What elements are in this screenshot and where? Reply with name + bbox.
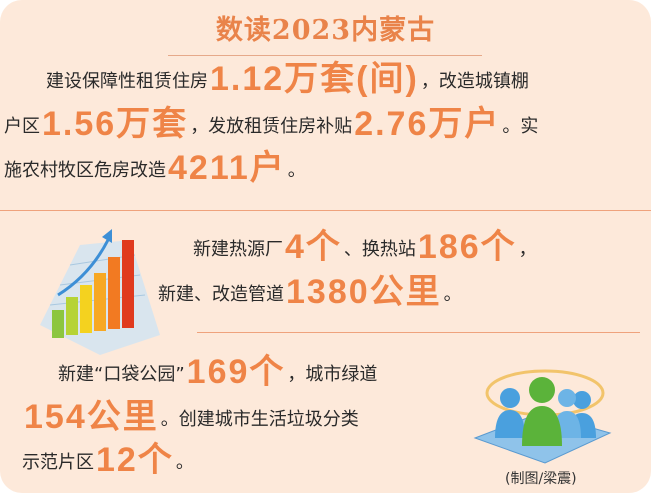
body-text: 新建热源厂 <box>193 239 283 260</box>
credit-text: (制图/梁震) <box>505 471 577 487</box>
highlight-number: 12个 <box>96 441 174 479</box>
body-text: ，发放租赁住房补贴 <box>190 116 353 137</box>
body-text: 。 <box>443 284 462 305</box>
people-group-icon <box>473 369 612 464</box>
highlight-number: 4个 <box>285 228 342 266</box>
highlight-number: 154公里 <box>24 398 159 436</box>
highlight-number: 186个 <box>417 228 517 266</box>
text-line: 建设保障性租赁住房1.12万套(间) ，改造城镇棚 <box>46 59 529 102</box>
highlight-number: 169个 <box>186 353 286 391</box>
bar-chart-growth-icon <box>40 229 160 355</box>
section-divider <box>0 210 651 211</box>
body-text: 示范片区 <box>22 452 94 473</box>
body-text: 施农村牧区危房改造 <box>4 160 166 181</box>
page-title: 数读2023内蒙古 <box>215 15 436 46</box>
text-line: 户区1.56万套 ，发放租赁住房补贴2.76万户 。实 <box>4 104 538 147</box>
body-text: 。 <box>175 452 194 473</box>
body-text: 新建、改造管道 <box>158 284 284 305</box>
text-line: 154公里 。创建城市生活垃圾分类 <box>22 397 359 440</box>
text-line: 新建热源厂4个 、换热站186个， <box>193 227 537 270</box>
body-text: ，改造城镇棚 <box>420 71 529 92</box>
highlight-number: 1.56万套 <box>42 105 189 143</box>
body-text: 建设保障性租赁住房 <box>46 71 208 92</box>
highlight-number: 1.12万套(间) <box>210 60 419 98</box>
text-line: 施农村牧区危房改造4211户。 <box>4 148 306 191</box>
body-text: 。实 <box>502 116 539 137</box>
body-text: 、换热站 <box>343 239 416 260</box>
body-text: 。创建城市生活垃圾分类 <box>160 409 359 430</box>
text-line: 新建“口袋公园”169个 ，城市绿道 <box>58 352 377 395</box>
body-text: 新建“口袋公园” <box>58 364 185 385</box>
body-text: 户区 <box>4 116 40 137</box>
section-divider <box>197 332 640 333</box>
text-line: 示范片区12个。 <box>22 440 194 483</box>
body-text: ，城市绿道 <box>287 364 378 385</box>
body-text: 。 <box>287 160 306 181</box>
text-line: 新建、改造管道1380公里。 <box>158 272 462 315</box>
title-underline <box>168 55 482 56</box>
highlight-number: 4211户 <box>168 149 286 187</box>
highlight-number: 2.76万户 <box>354 105 501 143</box>
body-text: ， <box>518 239 537 260</box>
highlight-number: 1380公里 <box>286 273 442 311</box>
